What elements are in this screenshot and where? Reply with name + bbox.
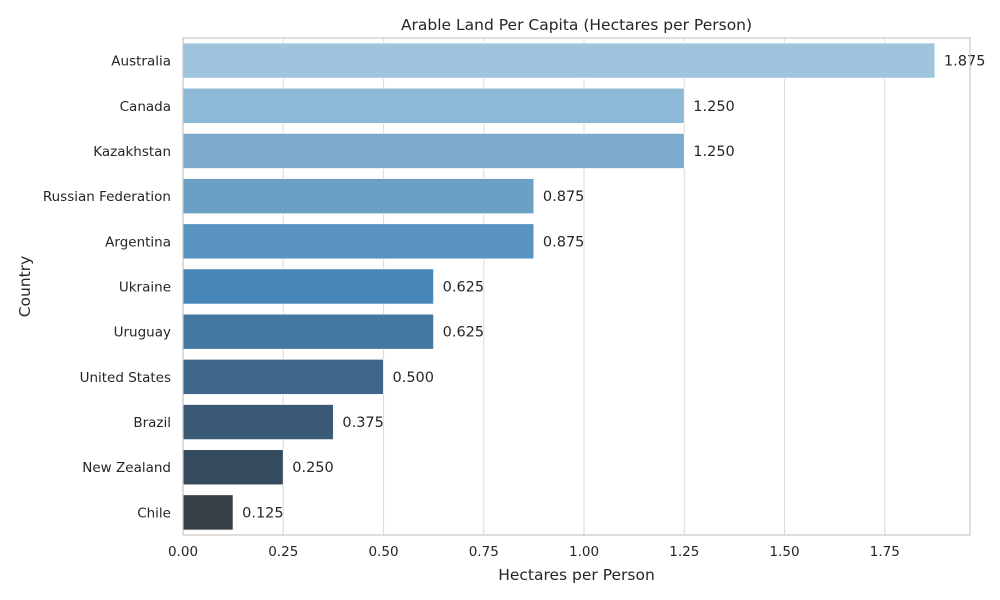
plot-frame — [182, 37, 971, 536]
x-tick-label: 1.25 — [669, 544, 699, 560]
x-tick-label: 0.00 — [168, 544, 198, 560]
value-label: 1.250 — [693, 144, 735, 160]
category-label: Kazakhstan — [93, 144, 171, 160]
value-label: 1.250 — [693, 99, 735, 115]
value-label: 0.625 — [443, 325, 485, 341]
bars — [182, 42, 936, 531]
bar — [182, 42, 936, 79]
category-labels: Australia Canada Kazakhstan Russian Federat… — [43, 54, 171, 522]
category-label: Russian Federation — [43, 189, 171, 205]
category-label: Ukraine — [119, 280, 171, 296]
x-tick-label: 0.25 — [268, 544, 298, 560]
bar — [182, 178, 535, 215]
x-tick-labels: 0.00 0.25 0.50 0.75 1.00 1.25 1.50 1.75 — [168, 544, 900, 560]
category-label: Argentina — [105, 234, 171, 250]
value-label: 0.250 — [292, 460, 334, 476]
x-tick-label: 0.75 — [469, 544, 499, 560]
y-axis-title: Country — [16, 256, 34, 318]
bar — [182, 132, 685, 169]
x-tick-label: 1.00 — [569, 544, 599, 560]
bar — [182, 268, 435, 305]
category-label: Australia — [111, 54, 171, 70]
bar — [182, 87, 685, 124]
value-label: 0.625 — [443, 280, 485, 296]
bar — [182, 404, 334, 441]
x-tick-label: 0.50 — [368, 544, 398, 560]
value-label: 0.125 — [242, 505, 284, 521]
x-axis-title: Hectares per Person — [498, 566, 655, 584]
value-labels: 1.875 1.250 1.250 0.875 0.875 0.625 0.625 0.500… — [242, 54, 985, 522]
category-label: United States — [80, 370, 171, 386]
category-label: Chile — [137, 505, 171, 521]
category-label: Brazil — [133, 415, 171, 431]
category-label: Canada — [120, 99, 171, 115]
bar — [182, 449, 284, 486]
value-label: 0.375 — [342, 415, 384, 431]
x-tick-label: 1.50 — [769, 544, 799, 560]
chart-title: Arable Land Per Capita (Hectares per Per… — [401, 16, 752, 34]
bar — [182, 494, 234, 531]
category-label: New Zealand — [82, 460, 171, 476]
bar — [182, 223, 535, 260]
category-label: Uruguay — [114, 325, 171, 341]
bar — [182, 358, 384, 395]
bar — [182, 313, 435, 350]
value-label: 0.875 — [543, 189, 585, 205]
value-label: 0.875 — [543, 234, 585, 250]
x-tick-label: 1.75 — [870, 544, 900, 560]
value-label: 1.875 — [944, 54, 986, 70]
value-label: 0.500 — [393, 370, 435, 386]
